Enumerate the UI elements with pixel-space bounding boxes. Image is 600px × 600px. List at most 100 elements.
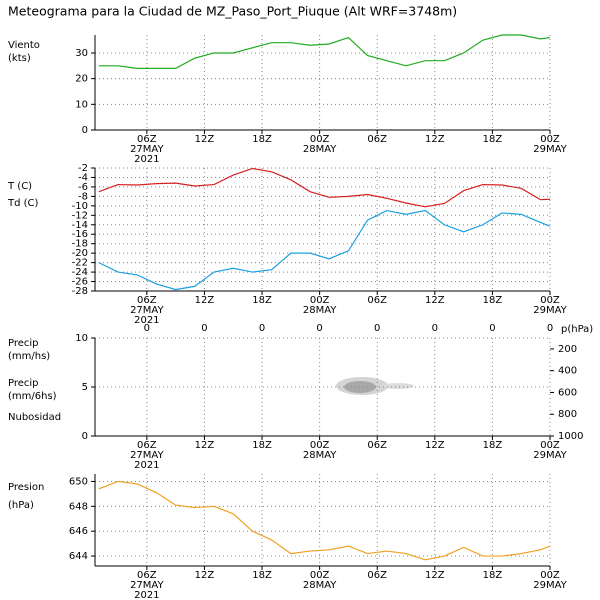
x-tick-label: 12Z (195, 295, 215, 306)
date-label: 27MAY (130, 450, 164, 461)
date-label: 28MAY (303, 450, 337, 461)
y2-tick-label: 800 (558, 409, 577, 420)
y-tick-label: -16 (72, 229, 88, 240)
y-tick-label: -18 (72, 239, 88, 250)
series-line (98, 34, 551, 69)
x-tick-label: 00Z (310, 570, 330, 581)
x-tick-label: 12Z (425, 134, 445, 145)
y2-label: p(hPa) (561, 324, 593, 335)
panel-label: Precip (8, 338, 39, 349)
panel-label: Presion (8, 482, 44, 493)
x-tick-label: 18Z (483, 570, 503, 581)
x-tick-label: 12Z (425, 570, 445, 581)
y-tick-label: 644 (69, 551, 88, 562)
y-tick-label: -14 (72, 220, 88, 231)
x-tick-label: 18Z (483, 134, 503, 145)
y-tick-label: -2 (78, 163, 88, 174)
y-tick-label: -22 (72, 258, 88, 269)
y-tick-label: 0 (82, 125, 88, 136)
precip-6h-label: 0 (374, 323, 380, 334)
date-label: 29MAY (533, 450, 567, 461)
y-tick-label: -26 (72, 277, 88, 288)
y-tick-label: 650 (69, 476, 88, 487)
y-tick-label: -28 (72, 286, 88, 297)
panel-label: (mm/hs) (8, 351, 50, 362)
precip-6h-label: 0 (489, 323, 495, 334)
x-tick-label: 12Z (195, 440, 215, 451)
y2-tick-label: 400 (558, 366, 577, 377)
y2-tick-label: 600 (558, 387, 577, 398)
x-tick-label: 00Z (540, 134, 560, 145)
y-tick-label: 5 (82, 382, 88, 393)
y-tick-label: 646 (69, 526, 88, 537)
panel-label: Viento (8, 40, 40, 51)
x-tick-label: 06Z (367, 570, 387, 581)
y-tick-label: 10 (75, 99, 88, 110)
x-tick-label: 00Z (540, 295, 560, 306)
date-label: 27MAY (130, 144, 164, 155)
x-tick-label: 12Z (425, 295, 445, 306)
y-tick-label: 10 (75, 333, 88, 344)
precip-6h-label: 0 (316, 323, 322, 334)
x-tick-label: 00Z (310, 295, 330, 306)
date-label: 28MAY (303, 305, 337, 316)
date-label: 28MAY (303, 580, 337, 591)
x-tick-label: 18Z (252, 440, 272, 451)
cloud (382, 383, 414, 389)
precip-6h-label: 0 (201, 323, 207, 334)
title: Meteograma para la Ciudad de MZ_Paso_Por… (8, 4, 457, 19)
panel-label: Nubosidad (8, 412, 61, 423)
date-label: 28MAY (303, 144, 337, 155)
x-tick-label: 06Z (137, 570, 157, 581)
y-tick-label: 0 (82, 431, 88, 442)
year-label: 2021 (134, 315, 159, 326)
x-tick-label: 18Z (252, 134, 272, 145)
date-label: 29MAY (533, 580, 567, 591)
y-tick-label: -20 (72, 248, 88, 259)
x-tick-label: 06Z (137, 295, 157, 306)
date-label: 29MAY (533, 144, 567, 155)
x-tick-label: 06Z (367, 440, 387, 451)
y-tick-label: 30 (75, 48, 88, 59)
x-tick-label: 12Z (425, 440, 445, 451)
x-tick-label: 00Z (310, 440, 330, 451)
y-tick-label: -8 (78, 191, 88, 202)
y-tick-label: -10 (72, 201, 88, 212)
year-label: 2021 (134, 590, 159, 600)
cloud-cover (336, 377, 414, 395)
panel-label: Precip (8, 378, 39, 389)
x-tick-label: 18Z (483, 440, 503, 451)
x-tick-label: 18Z (483, 295, 503, 306)
y-tick-label: -24 (72, 267, 88, 278)
y-tick-label: 20 (75, 74, 88, 85)
x-tick-label: 00Z (310, 134, 330, 145)
series-line (98, 209, 551, 291)
panel-label: (mm/6hs) (8, 391, 57, 402)
x-tick-label: 12Z (195, 134, 215, 145)
x-tick-label: 06Z (367, 134, 387, 145)
precip-6h-label: 0 (144, 323, 150, 334)
panel-label: T (C) (7, 181, 32, 192)
x-tick-label: 06Z (367, 295, 387, 306)
y2-tick-label: 200 (558, 344, 577, 355)
panel-label: (kts) (8, 53, 31, 64)
y-tick-label: -6 (78, 182, 88, 193)
series-line (98, 480, 551, 561)
year-label: 2021 (134, 460, 159, 471)
precip-6h-label: 0 (259, 323, 265, 334)
x-tick-label: 06Z (137, 440, 157, 451)
series-line (98, 167, 551, 208)
x-tick-label: 00Z (540, 570, 560, 581)
precip-6h-label: 0 (547, 323, 553, 334)
precip-6h-label: 0 (432, 323, 438, 334)
x-tick-label: 00Z (540, 440, 560, 451)
date-label: 27MAY (130, 580, 164, 591)
year-label: 2021 (134, 154, 159, 165)
date-label: 27MAY (130, 305, 164, 316)
panel-label: (hPa) (8, 500, 34, 511)
y-tick-label: 648 (69, 501, 88, 512)
y2-tick-label: 1000 (558, 431, 583, 442)
y-tick-label: -12 (72, 210, 88, 221)
y-tick-label: -4 (78, 172, 88, 183)
